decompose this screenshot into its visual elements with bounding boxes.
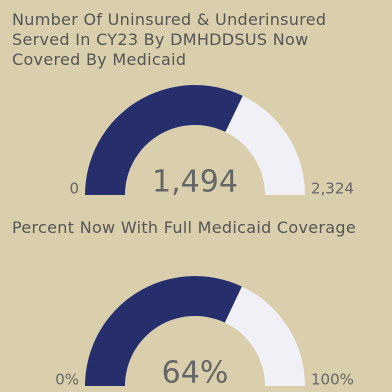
gauge-title: Percent Now With Full Medicaid Coverage	[12, 218, 356, 237]
gauge-fill	[85, 84, 243, 195]
gauge-range-label: 100%	[311, 371, 354, 389]
gauge-value: 1,494	[152, 165, 238, 200]
gauge-range-label: 2,324	[311, 180, 354, 198]
gauge-range-label: 0	[69, 180, 79, 198]
gauge-fill	[85, 275, 242, 386]
gauge-range-label: 0%	[55, 371, 79, 389]
gauge-title: Number Of Uninsured & Underinsured Serve…	[12, 10, 327, 69]
gauge-value: 64%	[162, 356, 229, 391]
